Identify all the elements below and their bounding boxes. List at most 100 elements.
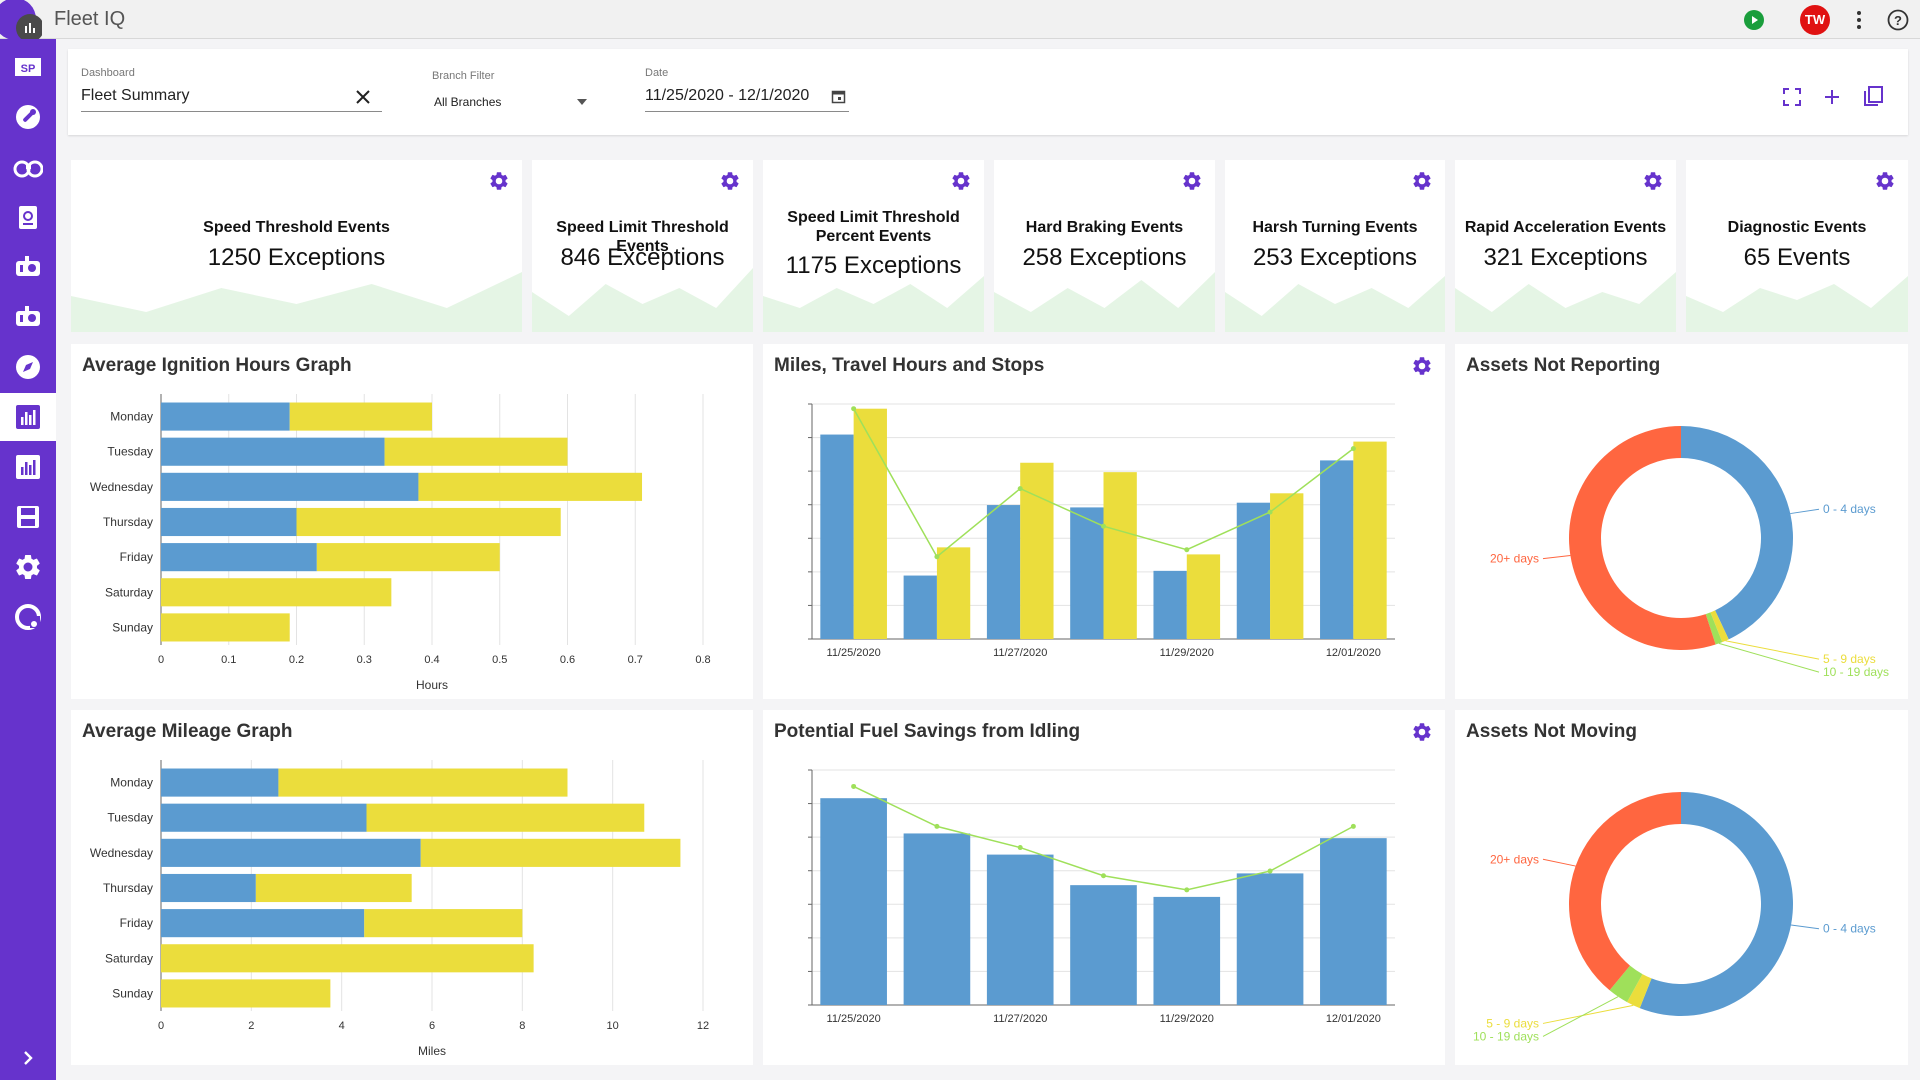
bar[interactable] xyxy=(853,408,887,639)
kpi-card[interactable]: Rapid Acceleration Events 321 Exceptions xyxy=(1455,160,1676,332)
gear-icon[interactable] xyxy=(1411,355,1433,377)
trend-point[interactable] xyxy=(934,554,940,560)
trend-point[interactable] xyxy=(1267,509,1273,515)
nav-clipboard[interactable] xyxy=(0,193,56,241)
clear-icon[interactable] xyxy=(355,89,371,105)
trend-point[interactable] xyxy=(1350,446,1356,452)
nav-binoculars[interactable] xyxy=(0,143,56,191)
bar[interactable] xyxy=(820,434,854,639)
donut-slice[interactable] xyxy=(1627,974,1652,1009)
bar-segment[interactable] xyxy=(161,873,256,903)
nav-compass[interactable] xyxy=(0,343,56,391)
date-range-input[interactable]: 11/25/2020 - 12/1/2020 xyxy=(645,87,810,104)
donut-slice[interactable] xyxy=(1569,792,1681,991)
bar-segment[interactable] xyxy=(161,909,365,938)
donut-slice[interactable] xyxy=(1705,612,1723,645)
bar-segment[interactable] xyxy=(296,507,561,537)
bar[interactable] xyxy=(1070,885,1137,1005)
nav-support[interactable] xyxy=(0,593,56,641)
gear-icon[interactable] xyxy=(950,170,972,192)
trend-point[interactable] xyxy=(1350,823,1356,829)
bar[interactable] xyxy=(1353,441,1387,639)
kpi-card[interactable]: Hard Braking Events 258 Exceptions xyxy=(994,160,1215,332)
bar-segment[interactable] xyxy=(418,472,643,501)
nav-dashboard[interactable] xyxy=(0,393,56,441)
bar-segment[interactable] xyxy=(161,402,290,431)
nav-report[interactable] xyxy=(0,443,56,491)
fullscreen-icon[interactable] xyxy=(1782,87,1802,107)
nav-truck[interactable] xyxy=(0,243,56,291)
donut-slice[interactable] xyxy=(1569,426,1716,650)
donut-slice[interactable] xyxy=(1609,965,1643,1003)
bar[interactable] xyxy=(1270,493,1304,639)
bar-segment[interactable] xyxy=(255,873,412,903)
more-vertical-icon[interactable] xyxy=(1851,9,1867,31)
bar[interactable] xyxy=(1236,502,1271,639)
bar-segment[interactable] xyxy=(420,838,681,867)
gear-icon[interactable] xyxy=(1874,170,1896,192)
bar[interactable] xyxy=(1236,873,1304,1005)
add-icon[interactable] xyxy=(1822,87,1842,107)
trend-point[interactable] xyxy=(1017,845,1023,851)
bar[interactable] xyxy=(1153,570,1187,639)
bar-segment[interactable] xyxy=(161,472,419,501)
nav-truck-alt[interactable] xyxy=(0,293,56,341)
bar[interactable] xyxy=(903,575,937,639)
bar[interactable] xyxy=(1320,838,1387,1005)
trend-point[interactable] xyxy=(1267,868,1273,874)
bar[interactable] xyxy=(1020,462,1054,639)
kpi-card[interactable]: Harsh Turning Events 253 Exceptions xyxy=(1225,160,1445,332)
bar[interactable] xyxy=(986,854,1054,1005)
bar-segment[interactable] xyxy=(161,803,367,832)
gear-icon[interactable] xyxy=(1411,721,1433,743)
bar-segment[interactable] xyxy=(161,543,317,572)
user-avatar[interactable]: TW xyxy=(1800,5,1830,35)
gear-icon[interactable] xyxy=(719,170,741,192)
kpi-card[interactable]: Speed Limit Threshold Percent Events 1175… xyxy=(763,160,984,332)
trend-point[interactable] xyxy=(934,823,940,829)
bar-segment[interactable] xyxy=(161,613,290,642)
dashboard-select[interactable]: Fleet Summary xyxy=(81,87,190,104)
calendar-icon[interactable] xyxy=(831,89,846,104)
gear-icon[interactable] xyxy=(1181,170,1203,192)
trend-point[interactable] xyxy=(1184,547,1190,553)
trend-point[interactable] xyxy=(1184,887,1190,893)
nav-settings[interactable] xyxy=(0,543,56,591)
bar[interactable] xyxy=(1186,554,1221,639)
trend-point[interactable] xyxy=(1101,873,1106,879)
gear-icon[interactable] xyxy=(1411,170,1433,192)
bar[interactable] xyxy=(820,798,887,1005)
nav-sp-logo[interactable]: SP xyxy=(0,43,56,91)
kpi-card[interactable]: Speed Limit Threshold Events 846 Exceptio… xyxy=(532,160,753,332)
kpi-card[interactable]: Speed Threshold Events 1250 Exceptions xyxy=(71,160,522,332)
donut-slice[interactable] xyxy=(1681,426,1793,640)
donut-slice[interactable] xyxy=(1710,610,1729,643)
play-icon[interactable] xyxy=(1744,10,1764,30)
bar-segment[interactable] xyxy=(384,437,568,466)
copy-icon[interactable] xyxy=(1862,85,1884,107)
bar-segment[interactable] xyxy=(278,768,568,797)
bar-segment[interactable] xyxy=(161,768,279,797)
trend-point[interactable] xyxy=(1017,486,1023,492)
bar[interactable] xyxy=(1070,507,1104,639)
bar[interactable] xyxy=(1153,896,1221,1005)
branch-filter-select[interactable]: All Branches xyxy=(434,95,502,109)
bar[interactable] xyxy=(1320,460,1354,639)
gear-icon[interactable] xyxy=(488,170,510,192)
bar[interactable] xyxy=(936,547,971,639)
bar[interactable] xyxy=(903,833,971,1005)
trend-point[interactable] xyxy=(851,783,857,789)
bar[interactable] xyxy=(986,505,1021,639)
bar-segment[interactable] xyxy=(161,437,385,466)
bar-segment[interactable] xyxy=(316,543,500,572)
bar-segment[interactable] xyxy=(161,507,297,537)
nav-wrench[interactable] xyxy=(0,93,56,141)
chevron-down-icon[interactable] xyxy=(576,98,588,106)
bar-segment[interactable] xyxy=(364,909,523,938)
help-icon[interactable]: ? xyxy=(1887,9,1909,31)
bar[interactable] xyxy=(1103,472,1137,639)
bar-segment[interactable] xyxy=(161,944,534,973)
nav-save[interactable] xyxy=(0,493,56,541)
bar-segment[interactable] xyxy=(161,979,331,1008)
bar-segment[interactable] xyxy=(161,838,421,867)
